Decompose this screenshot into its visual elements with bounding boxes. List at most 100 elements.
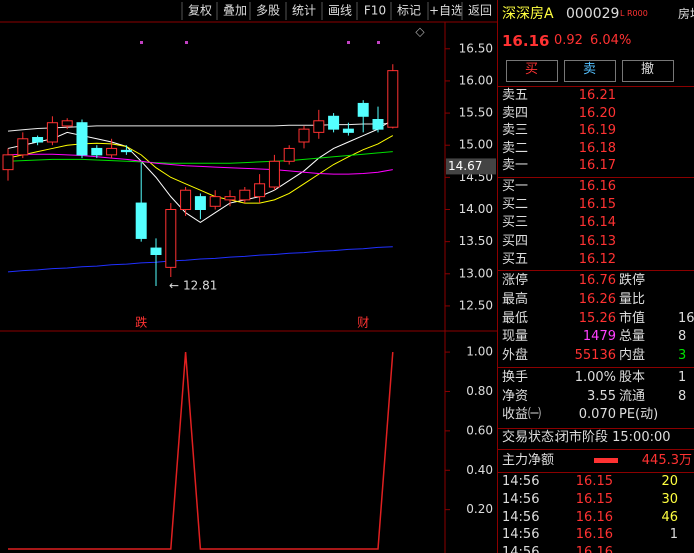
- bid-price: 16.13: [578, 233, 616, 249]
- current-value-box: [446, 158, 496, 175]
- signal-dot: [185, 41, 188, 44]
- stat-value: 16.26: [578, 291, 616, 307]
- stat-label: 量比: [619, 291, 646, 307]
- chart-area: ◇ 复权 叠加 多股 统计 画线 F10 标记 +自选 返回 16.50 16.00 15.50 15.…: [0, 2, 497, 553]
- candle-body: [135, 202, 147, 239]
- bid-label: 买四: [502, 233, 529, 249]
- candle-body: [165, 209, 177, 268]
- y-tick-label: 14.00: [459, 202, 493, 216]
- stat-label: PE(动): [619, 407, 659, 423]
- trade-button-label: 撤: [641, 62, 655, 77]
- ask-price: 16.17: [578, 158, 616, 174]
- candle-body: [76, 122, 88, 156]
- bid-label: 买五: [502, 251, 529, 267]
- stat-value: 0.070: [578, 407, 616, 423]
- sector: 房地: [678, 7, 694, 21]
- bid-label: 买三: [502, 215, 529, 231]
- toolbar-button[interactable]: 画线: [328, 4, 352, 18]
- separator: [498, 428, 694, 429]
- toolbar-button[interactable]: 多股: [256, 4, 280, 18]
- y-tick-label: 15.00: [459, 138, 493, 152]
- signal-dot: [347, 41, 350, 44]
- candle-body: [283, 147, 295, 162]
- candle-body: [372, 119, 384, 130]
- stat-value: 55136: [574, 348, 616, 364]
- ask-label: 卖一: [502, 158, 529, 174]
- event-marker[interactable]: 跌: [135, 315, 147, 330]
- annotation-arrow: ←: [169, 279, 179, 293]
- last-price: 16.16: [502, 32, 550, 50]
- toolbar-button[interactable]: 复权: [188, 4, 212, 18]
- candle-body: [91, 147, 103, 156]
- y-tick-label: 16.50: [459, 41, 493, 55]
- candle-body: [298, 128, 310, 143]
- current-value: 14.67: [448, 159, 482, 173]
- candle-body: [46, 122, 58, 143]
- y-tick-label: 13.50: [459, 234, 493, 248]
- separator: [498, 367, 694, 368]
- stat-label: 净资: [502, 388, 529, 404]
- bid-label: 买一: [502, 179, 529, 194]
- ask-label: 卖四: [502, 105, 529, 121]
- ask-price: 16.20: [578, 105, 616, 121]
- status-value: 闭市阶段 15:00:00: [556, 430, 671, 445]
- flow-value: 445.3万: [641, 453, 692, 468]
- bid-price: 16.14: [578, 215, 616, 231]
- y-tick-label: 1.00: [466, 345, 493, 359]
- candle-body: [150, 247, 162, 255]
- stat-label: 流通: [619, 388, 646, 404]
- trade-button[interactable]: [622, 60, 674, 82]
- candle-body: [342, 128, 354, 133]
- moving-average: [7, 151, 393, 164]
- candle-body: [254, 183, 266, 198]
- stat-label: 市值: [619, 310, 646, 326]
- stock-code: 000029: [566, 6, 620, 22]
- ask-price: 16.18: [578, 140, 616, 156]
- y-tick-label: 0.60: [466, 423, 493, 437]
- stat-value: 8: [678, 388, 687, 404]
- event-marker[interactable]: 财: [357, 316, 369, 330]
- stat-label: 最高: [502, 291, 529, 307]
- stat-label: 涨停: [502, 273, 529, 288]
- y-tick-label: 0.40: [466, 463, 493, 477]
- trade-button[interactable]: [564, 60, 616, 82]
- moving-average: [7, 246, 393, 273]
- stat-value: 3: [678, 348, 687, 364]
- stat-value: 1479: [582, 329, 616, 345]
- signal-dot: [140, 41, 143, 44]
- stat-label: 外盘: [502, 348, 529, 364]
- stock-name: 深深房A: [502, 6, 554, 22]
- stat-value: 3.55: [587, 388, 616, 404]
- bid-label: 买二: [502, 197, 529, 213]
- stat-label: 现量: [502, 329, 529, 345]
- tick-price: 16.15: [575, 491, 613, 507]
- separator: [498, 472, 694, 473]
- stat-label: 收益㈠: [502, 407, 542, 423]
- toolbar-button[interactable]: +自选: [429, 4, 463, 18]
- tick-time: 14:56: [502, 545, 540, 553]
- candle-body: [180, 189, 192, 210]
- candle-body: [224, 196, 236, 201]
- y-tick-label: 16.00: [459, 73, 493, 87]
- separator: [498, 449, 694, 450]
- tick-price: 16.16: [575, 509, 613, 525]
- toolbar-button[interactable]: 返回: [468, 4, 492, 18]
- candle-body: [194, 196, 206, 210]
- trade-button[interactable]: [506, 60, 558, 82]
- toolbar-button[interactable]: 标记: [397, 4, 421, 18]
- tick-time: 14:56: [502, 491, 540, 507]
- toolbar-button[interactable]: 统计: [292, 4, 316, 18]
- bid-price: 16.12: [578, 251, 616, 267]
- candle-body: [17, 138, 29, 156]
- y-tick-label: 0.80: [466, 384, 493, 398]
- candle-body: [313, 120, 325, 133]
- candle-body: [387, 70, 399, 128]
- stat-label: 最低: [502, 310, 529, 326]
- candle-body: [120, 149, 132, 153]
- tick-time: 14:56: [502, 474, 540, 489]
- stat-value: 16.76: [578, 273, 616, 288]
- toolbar-button[interactable]: 叠加: [223, 4, 247, 18]
- toolbar-button[interactable]: F10: [364, 4, 386, 18]
